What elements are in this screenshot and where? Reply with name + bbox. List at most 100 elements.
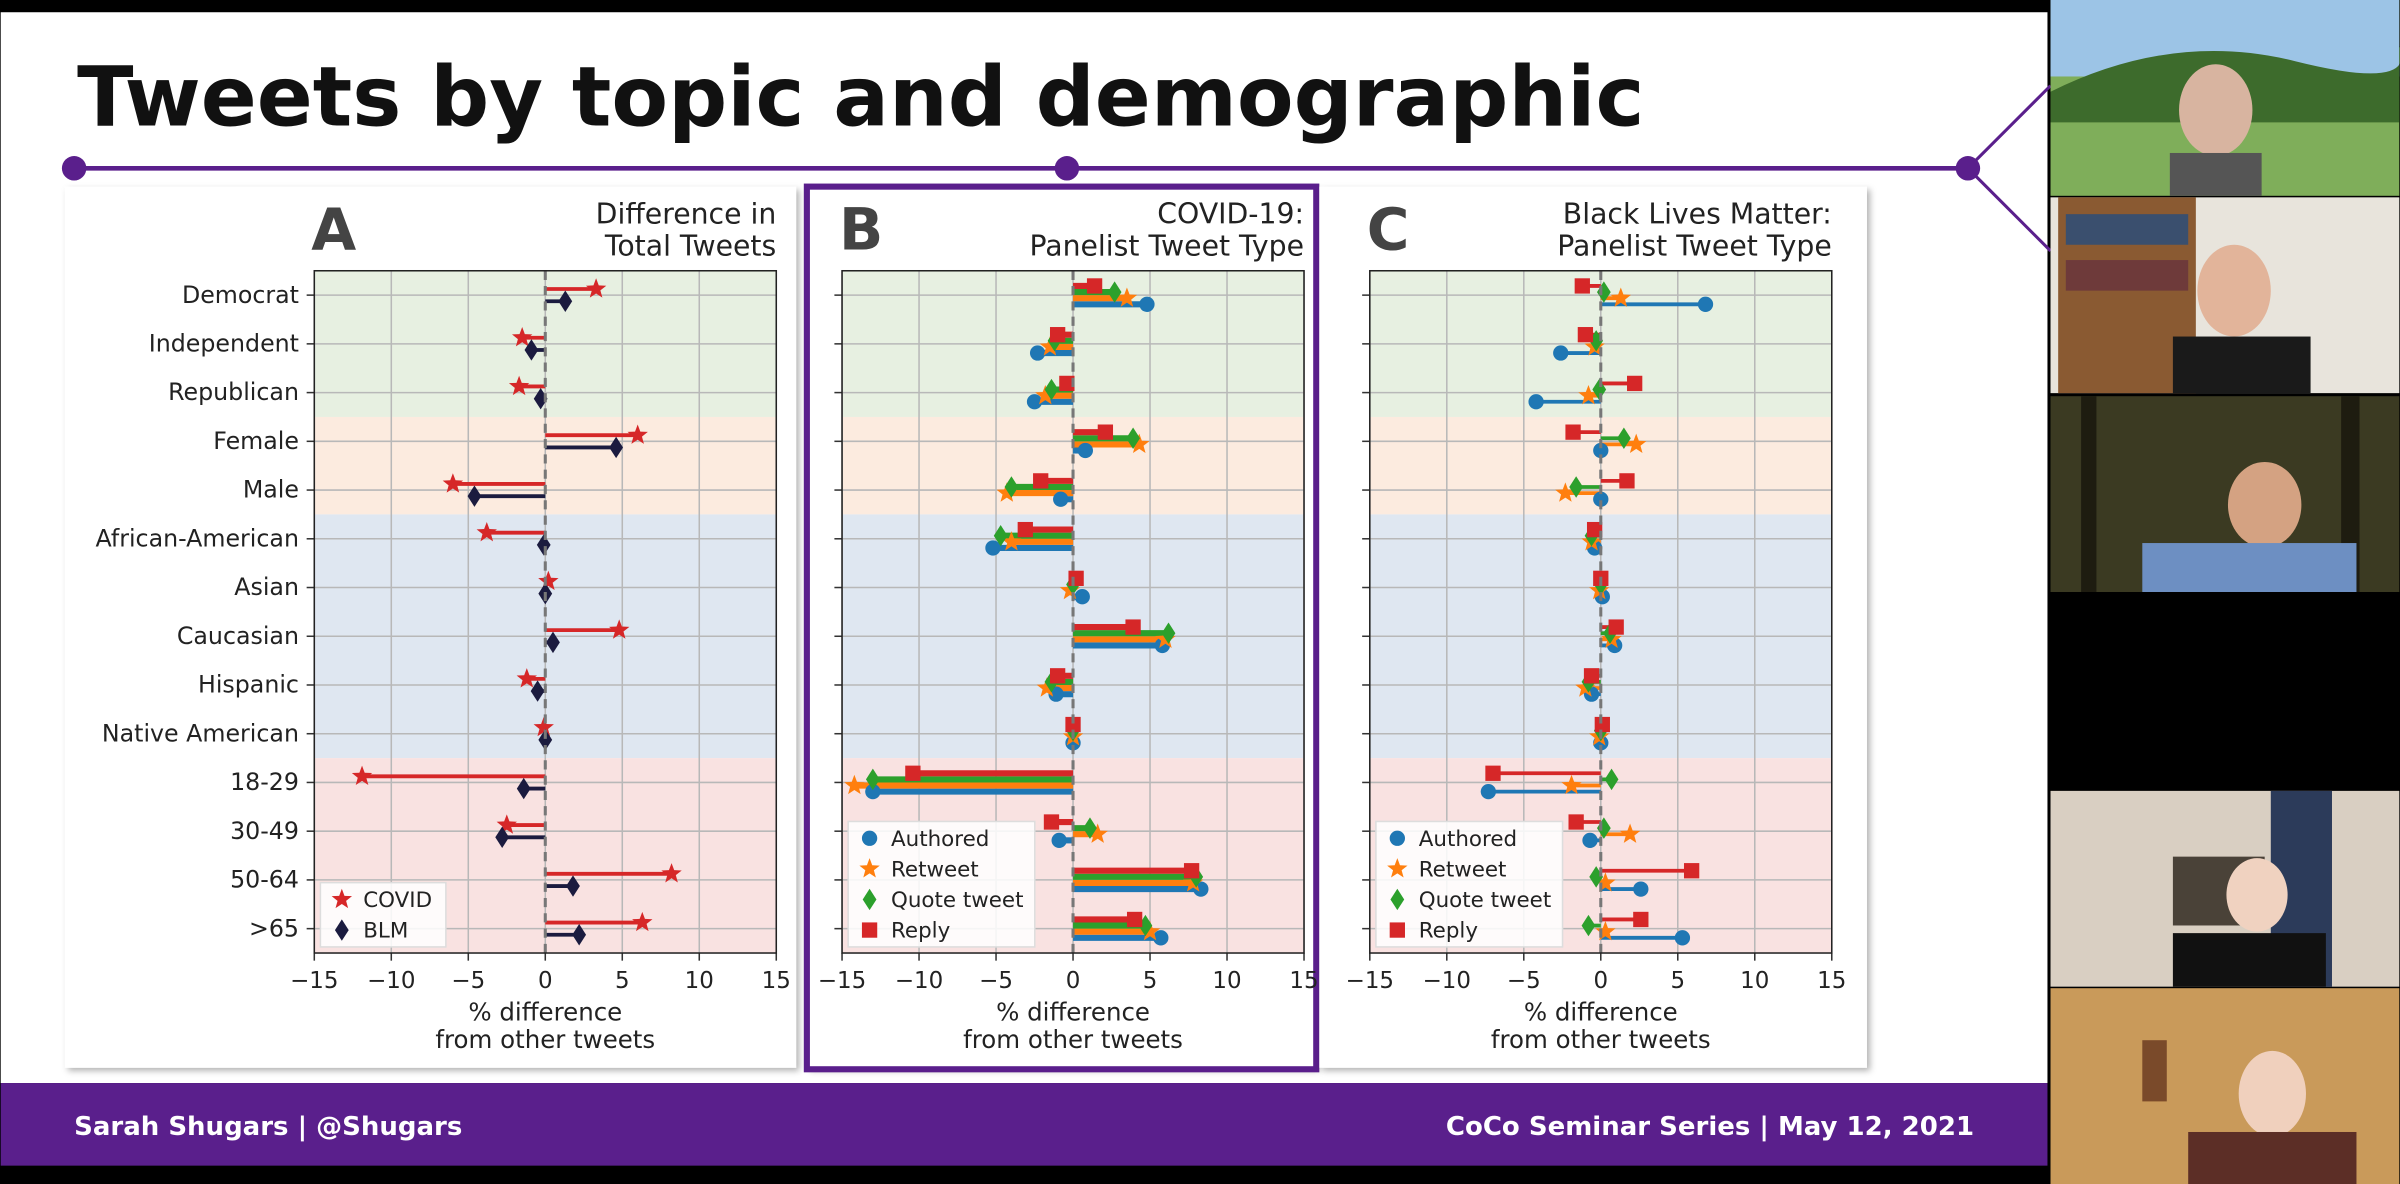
data-point <box>1553 345 1569 361</box>
slide-footer <box>0 1083 2048 1166</box>
data-point <box>1480 783 1497 800</box>
data-point <box>1582 832 1598 849</box>
data-point <box>1036 677 1058 697</box>
legend-label: Retweet <box>1419 858 1507 883</box>
video-tile <box>2050 988 2400 1184</box>
data-point <box>1586 521 1603 538</box>
x-axis-label: % difference <box>468 997 622 1026</box>
highlight-frame <box>803 183 1320 1073</box>
x-tick-label: 15 <box>1817 968 1846 994</box>
data-point <box>496 814 517 834</box>
data-point <box>1581 914 1596 937</box>
data-point <box>1608 619 1624 635</box>
data-point <box>1043 814 1060 830</box>
data-point <box>1528 394 1544 410</box>
chart-title: COVID-19: <box>1157 197 1304 230</box>
data-point <box>495 826 510 849</box>
data-point <box>1001 531 1022 551</box>
legend-label: Authored <box>1419 827 1517 852</box>
data-point <box>632 911 653 932</box>
data-point <box>1026 394 1043 410</box>
divider-dot <box>61 156 87 181</box>
y-tick-label: Asian <box>234 573 299 601</box>
chart-title: Panelist Tweet Type <box>1557 229 1832 262</box>
data-point <box>1039 336 1061 356</box>
data-point <box>1125 619 1141 635</box>
data-point <box>1592 378 1607 401</box>
data-point <box>1086 278 1103 294</box>
x-axis-label: % difference <box>996 997 1150 1026</box>
x-tick-label: 0 <box>538 968 553 994</box>
data-point <box>1033 473 1049 489</box>
legend-marker <box>861 922 878 938</box>
panel-letter: A <box>311 195 356 263</box>
data-point <box>508 375 530 396</box>
x-tick-label: 10 <box>1740 968 1769 994</box>
y-tick-label: Male <box>243 476 299 504</box>
data-point <box>1139 920 1161 941</box>
data-point <box>516 777 531 800</box>
chart-title: Black Lives Matter: <box>1563 197 1832 230</box>
data-point <box>585 278 607 298</box>
legend-marker <box>334 919 349 941</box>
plot-frame <box>841 269 1305 954</box>
video-tile <box>2050 790 2400 987</box>
data-point <box>1068 570 1084 586</box>
x-tick-label: 10 <box>685 968 714 994</box>
x-tick-label: 0 <box>1593 968 1608 994</box>
data-point <box>442 473 464 493</box>
data-point <box>1126 427 1140 449</box>
data-point <box>1574 278 1590 294</box>
video-tile <box>2050 396 2400 592</box>
x-axis-label: % difference <box>1524 997 1678 1026</box>
data-point <box>1633 881 1649 897</box>
legend-label: Quote tweet <box>1419 888 1552 913</box>
x-tick-label: −5 <box>979 968 1013 994</box>
video-tile <box>2050 0 2400 196</box>
x-tick-label: −5 <box>1507 968 1541 994</box>
chart-title: Difference in <box>596 197 777 230</box>
x-tick-label: 5 <box>615 968 630 994</box>
legend-marker <box>331 888 353 909</box>
divider <box>1966 167 2052 252</box>
data-point <box>1097 424 1114 440</box>
x-tick-label: 5 <box>1143 968 1158 994</box>
data-point <box>1107 281 1122 303</box>
data-point <box>1569 476 1584 498</box>
legend-label: Reply <box>1419 919 1479 944</box>
data-point <box>566 875 580 897</box>
x-axis-label: from other tweets <box>1491 1025 1711 1054</box>
data-point <box>1051 832 1067 849</box>
data-point <box>1627 375 1643 392</box>
data-point <box>538 729 553 751</box>
data-point <box>1059 375 1075 392</box>
data-point <box>1017 521 1033 538</box>
data-point <box>1577 327 1594 343</box>
data-point <box>1139 296 1155 312</box>
data-point <box>1004 476 1019 498</box>
legend-label: BLM <box>363 919 408 944</box>
y-tick-label: Republican <box>168 378 299 406</box>
data-point <box>1683 863 1700 879</box>
data-point <box>1065 716 1081 733</box>
x-tick-label: −15 <box>1346 968 1394 994</box>
divider-dot <box>1955 156 1981 181</box>
x-tick-label: −15 <box>290 968 338 994</box>
data-point <box>661 863 682 883</box>
y-tick-label: Native American <box>102 719 299 747</box>
data-point <box>1626 433 1647 454</box>
data-point <box>1035 384 1056 405</box>
data-point <box>1619 823 1641 843</box>
plot-frame <box>313 269 778 954</box>
footer-author: Sarah Shugars | @Shugars <box>74 1112 462 1142</box>
data-point <box>536 534 551 556</box>
data-point <box>985 540 1001 556</box>
panel-letter: C <box>1367 195 1410 263</box>
data-point <box>1053 491 1069 507</box>
legend-label: Reply <box>891 919 951 944</box>
data-point <box>1578 384 1599 405</box>
data-point <box>1049 327 1066 343</box>
legend-marker <box>1389 922 1405 938</box>
